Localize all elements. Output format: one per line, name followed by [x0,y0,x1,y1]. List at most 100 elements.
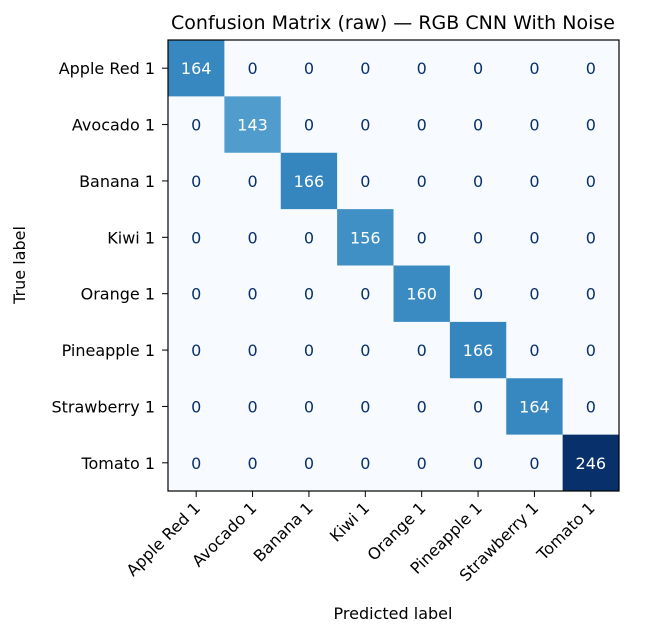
cell-value: 0 [247,397,257,416]
cell-value: 0 [417,454,427,473]
heatmap-cell [562,40,620,97]
cell-value: 0 [529,228,539,247]
cell-value: 0 [304,341,314,360]
heatmap-cell [224,378,282,436]
heatmap-cell [337,434,395,492]
cell-value: 164 [181,59,212,78]
heatmap-cell [224,434,282,492]
heatmap-cell [224,265,282,323]
cell-value: 0 [417,59,427,78]
cell-value: 0 [360,454,370,473]
cell-value: 0 [191,228,201,247]
heatmap-cell [168,209,225,267]
cell-value: 0 [191,172,201,191]
cell-value: 0 [473,397,483,416]
heatmap-cell [168,152,225,210]
heatmap-cell [506,152,564,210]
heatmap-cell [562,209,620,267]
cell-value: 0 [417,172,427,191]
heatmap-cell [393,265,451,323]
cell-value: 0 [191,285,201,304]
heatmap-cell [280,321,338,379]
cell-value: 0 [529,454,539,473]
cell-value: 0 [529,172,539,191]
cell-value: 0 [191,116,201,135]
heatmap-cell [280,265,338,323]
y-tick-label: Avocado 1 [72,116,155,135]
heatmap-cell [506,265,564,323]
heatmap-cell [393,96,451,154]
cell-value: 156 [350,228,381,247]
cell-value: 0 [247,59,257,78]
heatmap-cell [393,152,451,210]
cell-value: 0 [586,116,596,135]
heatmap-cell [224,152,282,210]
cell-value-labels: 164 0 0 0 0 0 0 0 0 143 0 0 0 0 0 0 0 0 166 0 0 0 0 0 0 0 0 156 0 0 0 0… [181,59,606,473]
cell-value: 0 [247,172,257,191]
y-tick-label: Strawberry 1 [51,397,155,416]
cell-value: 0 [304,397,314,416]
x-tick-label: Banana 1 [250,498,317,565]
heatmap-cell [562,378,620,436]
cell-value: 0 [247,228,257,247]
heatmap-cell [280,96,338,154]
cell-value: 0 [529,285,539,304]
x-tick-label: Tomato 1 [532,498,598,564]
heatmap-cell [562,321,620,379]
cell-value: 0 [417,228,427,247]
heatmap-cell [393,434,451,492]
cell-value: 0 [360,341,370,360]
heatmap-cell [562,152,620,210]
heatmap-cell [393,209,451,267]
cell-value: 143 [237,116,268,135]
cell-value: 166 [294,172,325,191]
cell-value: 0 [247,341,257,360]
heatmap-cell [337,152,395,210]
cell-value: 0 [247,285,257,304]
cell-value: 0 [304,228,314,247]
cell-value: 0 [417,116,427,135]
cell-value: 0 [360,397,370,416]
cell-value: 0 [586,341,596,360]
cell-value: 0 [304,59,314,78]
heatmap-cell [280,152,338,210]
cell-value: 0 [529,59,539,78]
heatmap-cell [393,378,451,436]
cell-value: 0 [586,397,596,416]
cell-value: 0 [473,116,483,135]
x-tick-label: Kiwi 1 [326,498,373,545]
heatmap-cell [562,96,620,154]
heatmap-cell [449,321,507,379]
cell-value: 0 [586,228,596,247]
cell-value: 0 [360,285,370,304]
heatmap-cell [168,96,225,154]
cell-value: 0 [473,59,483,78]
heatmap-cell [393,321,451,379]
heatmap-cell [337,265,395,323]
heatmap-cell [449,434,507,492]
y-axis-ticks: Apple Red 1 Avocado 1 Banana 1 Kiwi 1 Orange… [51,59,168,473]
heatmap-cell [168,321,225,379]
heatmap-cell [337,321,395,379]
x-tick-label: Apple Red 1 [122,498,204,580]
y-tick-label: Banana 1 [79,172,155,191]
heatmap-cell [506,96,564,154]
heatmap-cell [506,378,564,436]
cell-value: 0 [360,116,370,135]
cell-value: 0 [473,228,483,247]
cell-value: 0 [473,172,483,191]
cell-value: 0 [586,59,596,78]
y-tick-label: Apple Red 1 [59,59,155,78]
heatmap-cell [337,378,395,436]
cell-value: 0 [360,59,370,78]
heatmap-cell [168,265,225,323]
cell-value: 160 [406,285,437,304]
cell-value: 0 [586,172,596,191]
heatmap-cell [449,265,507,323]
heatmap-cell [337,96,395,154]
heatmap-cell [449,378,507,436]
cell-value: 0 [304,454,314,473]
cell-value: 246 [576,454,607,473]
y-tick-label: Orange 1 [81,285,155,304]
